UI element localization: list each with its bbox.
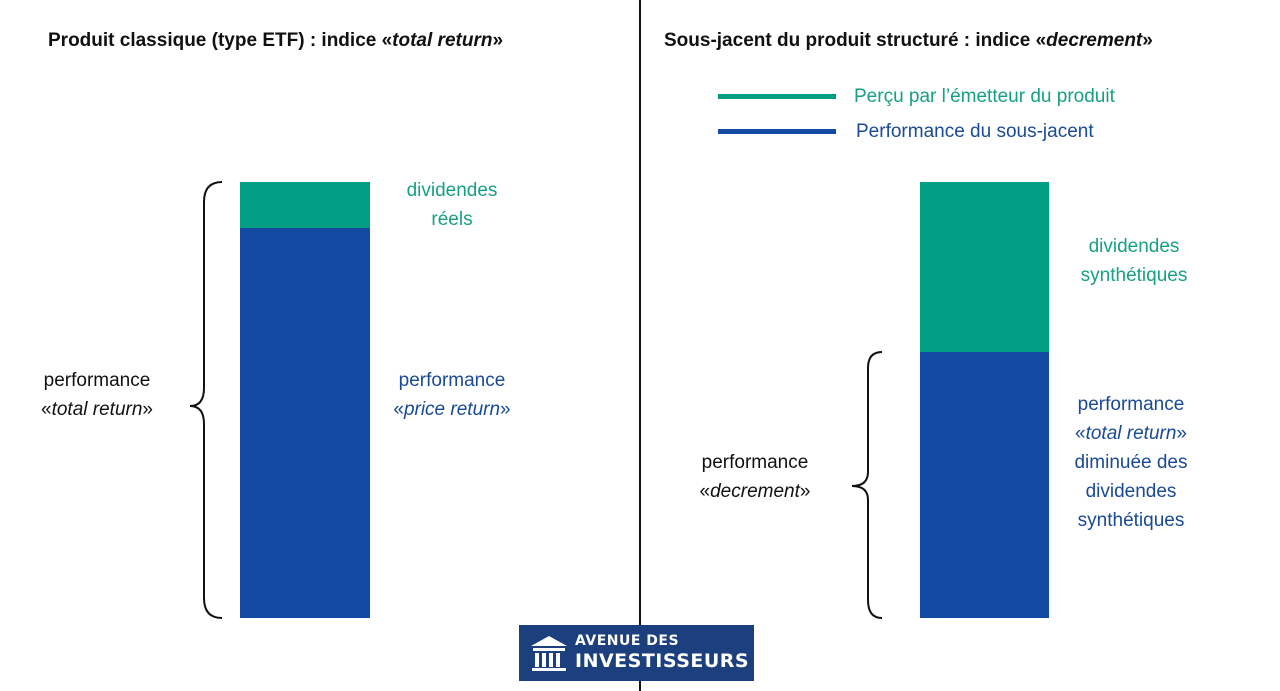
legend-swatch-underlying [718,129,836,134]
left-brace-icon [189,181,223,619]
right-brace-icon [851,351,883,619]
right-decrement-label: performance «decrement» [699,452,811,502]
legend-label-underlying: Performance du sous-jacent [856,121,1094,142]
right-panel-title: Sous-jacent du produit structuré : indic… [664,30,1153,51]
logo-line1: AVENUE DES [575,633,680,649]
right-synthetic-dividends-segment [920,182,1049,352]
right-underlying-performance-segment [920,352,1049,618]
left-dividends-label: dividendes réels [406,180,498,230]
left-price-return-label: performance «price return» [393,370,511,420]
right-underlying-performance-label: performance «total return» diminuée des … [1074,394,1188,531]
right-synthetic-dividends-label: dividendes synthétiques [1080,236,1188,286]
panel-divider [639,0,641,691]
columns-building-icon [531,636,567,671]
logo-line2: INVESTISSEURS [575,650,750,672]
left-panel-title: Produit classique (type ETF) : indice «t… [48,30,504,51]
left-total-return-label: performance «total return» [41,370,153,420]
left-price-return-segment [240,228,370,618]
legend-swatch-issuer [718,94,836,99]
avenue-des-investisseurs-logo: AVENUE DES INVESTISSEURS [519,625,754,681]
legend-label-issuer: Perçu par l’émetteur du produit [854,86,1115,107]
left-dividends-segment [240,182,370,228]
